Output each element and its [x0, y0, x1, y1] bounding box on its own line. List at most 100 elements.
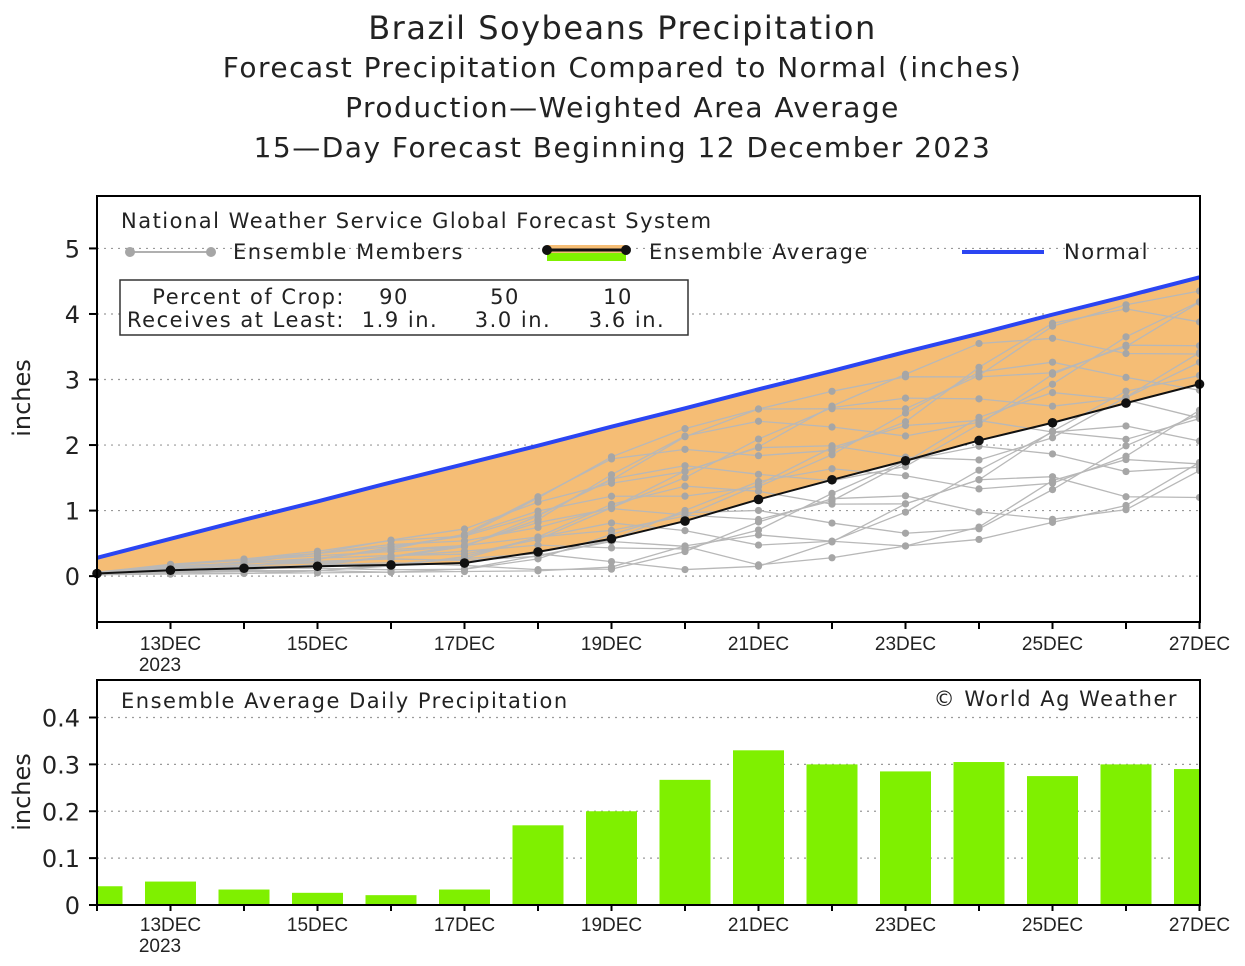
ensemble-member-line [97, 337, 1200, 574]
ensemble-member-line [97, 351, 1200, 575]
top-x-tick-label: 17DEC [434, 634, 495, 655]
ensemble-member-point [828, 465, 836, 473]
chart-subtitle-2: Production—Weighted Area Average [345, 91, 900, 124]
ensemble-member-point [607, 557, 616, 566]
bottom-x-tick-label: 19DEC [581, 915, 642, 936]
ensemble-member-point [1122, 387, 1130, 395]
crop-percent-90: 90 [379, 285, 409, 309]
ensemble-member-point [313, 549, 322, 558]
legend-members-label: Ensemble Members [233, 240, 464, 264]
ensemble-member-point [975, 363, 983, 371]
ensemble-member-point [975, 535, 983, 544]
ensemble-average-point [1121, 398, 1131, 408]
ensemble-average-point [753, 494, 764, 505]
ensemble-member-point [1195, 437, 1200, 445]
bottom-x-tick-label: 25DEC [1022, 915, 1083, 936]
bottom-y-tick-label: 0.3 [42, 751, 80, 779]
daily-bar [439, 889, 490, 905]
ensemble-member-point [975, 339, 983, 348]
ensemble-member-point [534, 541, 542, 549]
ensemble-member-point [828, 489, 836, 497]
top-plot-frame [96, 195, 1201, 623]
bottom-y-axis: 0 0.1 0.2 0.3 0.4 [42, 705, 97, 920]
daily-bar [512, 825, 564, 905]
bottom-x-tick-label: 23DEC [875, 915, 936, 936]
ensemble-member-point [975, 456, 983, 464]
ensemble-member-point [1048, 358, 1057, 366]
daily-bar [953, 762, 1005, 905]
ensemble-member-point [1122, 435, 1130, 443]
ensemble-member-line [97, 308, 1200, 573]
ensemble-member-point [1122, 333, 1130, 341]
ensemble-member-point [681, 445, 689, 453]
top-y-axis: 0 1 2 3 4 5 [65, 235, 97, 591]
ensemble-member-point [901, 529, 910, 537]
ensemble-member-point [901, 418, 910, 426]
ensemble-member-line [97, 301, 1200, 574]
ensemble-member-point [901, 373, 910, 381]
daily-bar [1174, 769, 1199, 905]
ensemble-member-point [607, 519, 616, 527]
ensemble-member-point [828, 554, 836, 562]
ensemble-member-point [681, 482, 689, 490]
ensemble-spread-fill [97, 277, 1200, 574]
ensemble-member-point [681, 433, 689, 441]
ensemble-member-point [901, 500, 910, 508]
top-x-tick-label: 21DEC [728, 634, 789, 655]
top-y-tick-label: 4 [65, 301, 80, 329]
ensemble-member-point [828, 497, 836, 505]
ensemble-member-point [1122, 452, 1130, 460]
bottom-x-tick-label: 15DEC [287, 915, 348, 936]
ensemble-member-point [1048, 486, 1057, 494]
ensemble-member-point [754, 562, 763, 570]
daily-bar [880, 771, 931, 905]
ensemble-member-point [1122, 422, 1130, 430]
ensemble-member-point [1122, 373, 1130, 381]
ensemble-member-line [97, 458, 1200, 575]
bottom-y-tick-label: 0 [65, 892, 80, 920]
ensemble-member-point [975, 418, 983, 426]
crop-percent-50: 50 [490, 285, 520, 309]
crop-amount-10: 3.6 in. [589, 308, 665, 332]
ensemble-member-point [754, 541, 763, 549]
ensemble-member-line [97, 361, 1200, 574]
ensemble-member-point [1122, 506, 1130, 514]
ensemble-member-point [1048, 322, 1057, 330]
ensemble-member-point [1195, 350, 1200, 358]
ensemble-member-point [607, 526, 616, 535]
ensemble-member-point [754, 531, 763, 539]
ensemble-member-point [1195, 371, 1200, 380]
ensemble-member-point [1048, 334, 1057, 342]
ensemble-member-line [97, 374, 1200, 574]
ensemble-average-point [606, 533, 617, 544]
ensemble-member-point [901, 394, 910, 402]
top-y-tick-label: 3 [65, 367, 80, 395]
ensemble-member-point [1195, 463, 1200, 471]
ensemble-member-point [460, 550, 469, 558]
ensemble-member-point [681, 462, 689, 470]
ensemble-member-point [975, 525, 983, 533]
ensemble-member-point [534, 511, 542, 519]
ensemble-member-point [828, 423, 836, 431]
crop-percent-10: 10 [603, 285, 633, 309]
ensemble-member-point [901, 508, 910, 516]
daily-bar [733, 750, 784, 905]
ensemble-member-point [975, 371, 983, 380]
ensemble-member-point [754, 417, 763, 425]
ensemble-member-line [97, 476, 1200, 576]
ensemble-member-point [1048, 450, 1057, 458]
normal-line [96, 275, 1201, 560]
top-y-tick-label: 0 [65, 563, 80, 591]
top-y-tick-label: 2 [65, 432, 80, 460]
ensemble-average-point [974, 435, 984, 446]
ensemble-average-point [533, 547, 543, 557]
ensemble-average-point [459, 558, 470, 568]
daily-bar [218, 889, 270, 905]
ensemble-member-point [1195, 298, 1200, 306]
ensemble-member-point [1195, 414, 1200, 423]
ensemble-member-point [1195, 342, 1200, 350]
daily-bars [98, 750, 1199, 905]
bottom-x-tick-label: 13DEC [140, 915, 201, 936]
legend-normal-label: Normal [1064, 240, 1149, 264]
